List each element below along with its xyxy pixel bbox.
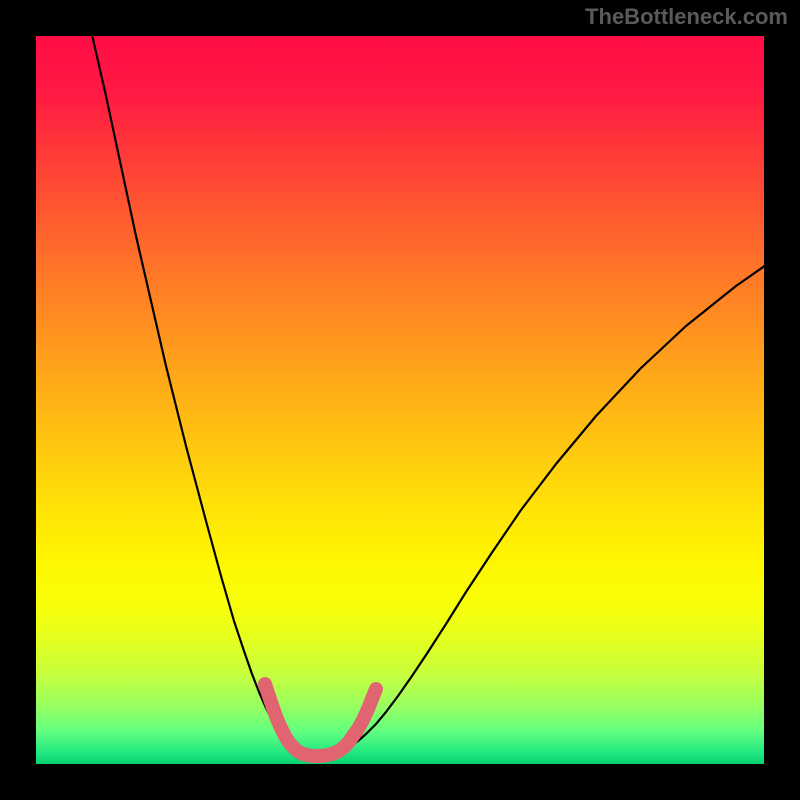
curve-svg (36, 36, 764, 764)
bottleneck-curve (90, 36, 764, 756)
watermark-text: TheBottleneck.com (585, 4, 788, 30)
highlight-marker (265, 684, 376, 756)
plot-area (36, 36, 764, 764)
